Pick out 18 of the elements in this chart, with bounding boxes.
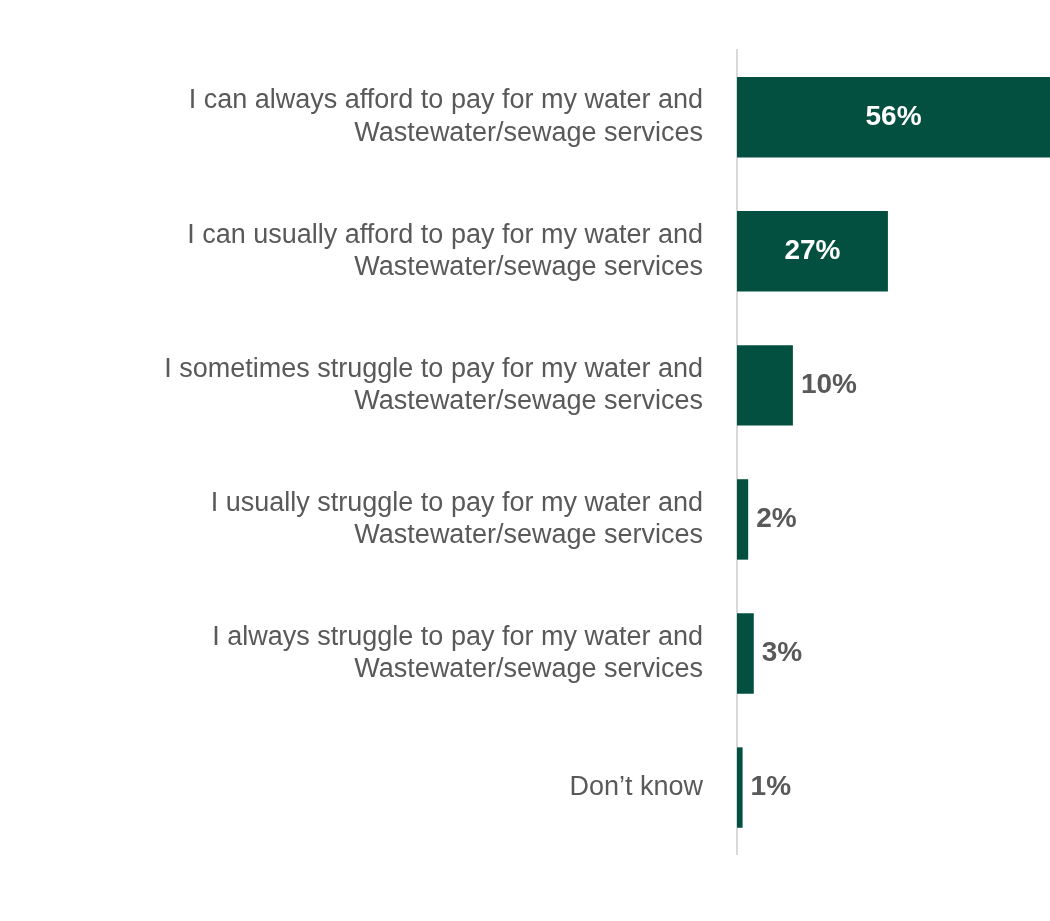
data-label: 10% (800, 368, 858, 400)
bar (737, 613, 754, 694)
bar (737, 479, 749, 560)
data-label: 27% (784, 234, 841, 266)
bar (737, 211, 888, 292)
data-label: 1% (750, 770, 792, 802)
bar (737, 77, 1050, 158)
y-tick-label: I always struggle to pay for my water and Wastewater/sewage services (212, 620, 703, 684)
bar (737, 345, 793, 426)
y-tick-label: Don’t know (569, 771, 704, 802)
data-label: 2% (756, 502, 797, 534)
bar (737, 747, 743, 828)
y-tick-label: I can always afford to pay for my water and Wastewater/sewage services (188, 84, 703, 147)
y-tick-label: I can usually afford to pay for my water and Wastewater/sewage services (187, 218, 703, 281)
y-tick-label: I sometimes struggle to pay for my water and Wastewater/sewage services (164, 352, 703, 416)
data-label: 56% (865, 99, 922, 131)
y-tick-label: I usually struggle to pay for my water and Wastewater/sewage services (210, 486, 703, 550)
data-label: 3% (761, 636, 803, 668)
